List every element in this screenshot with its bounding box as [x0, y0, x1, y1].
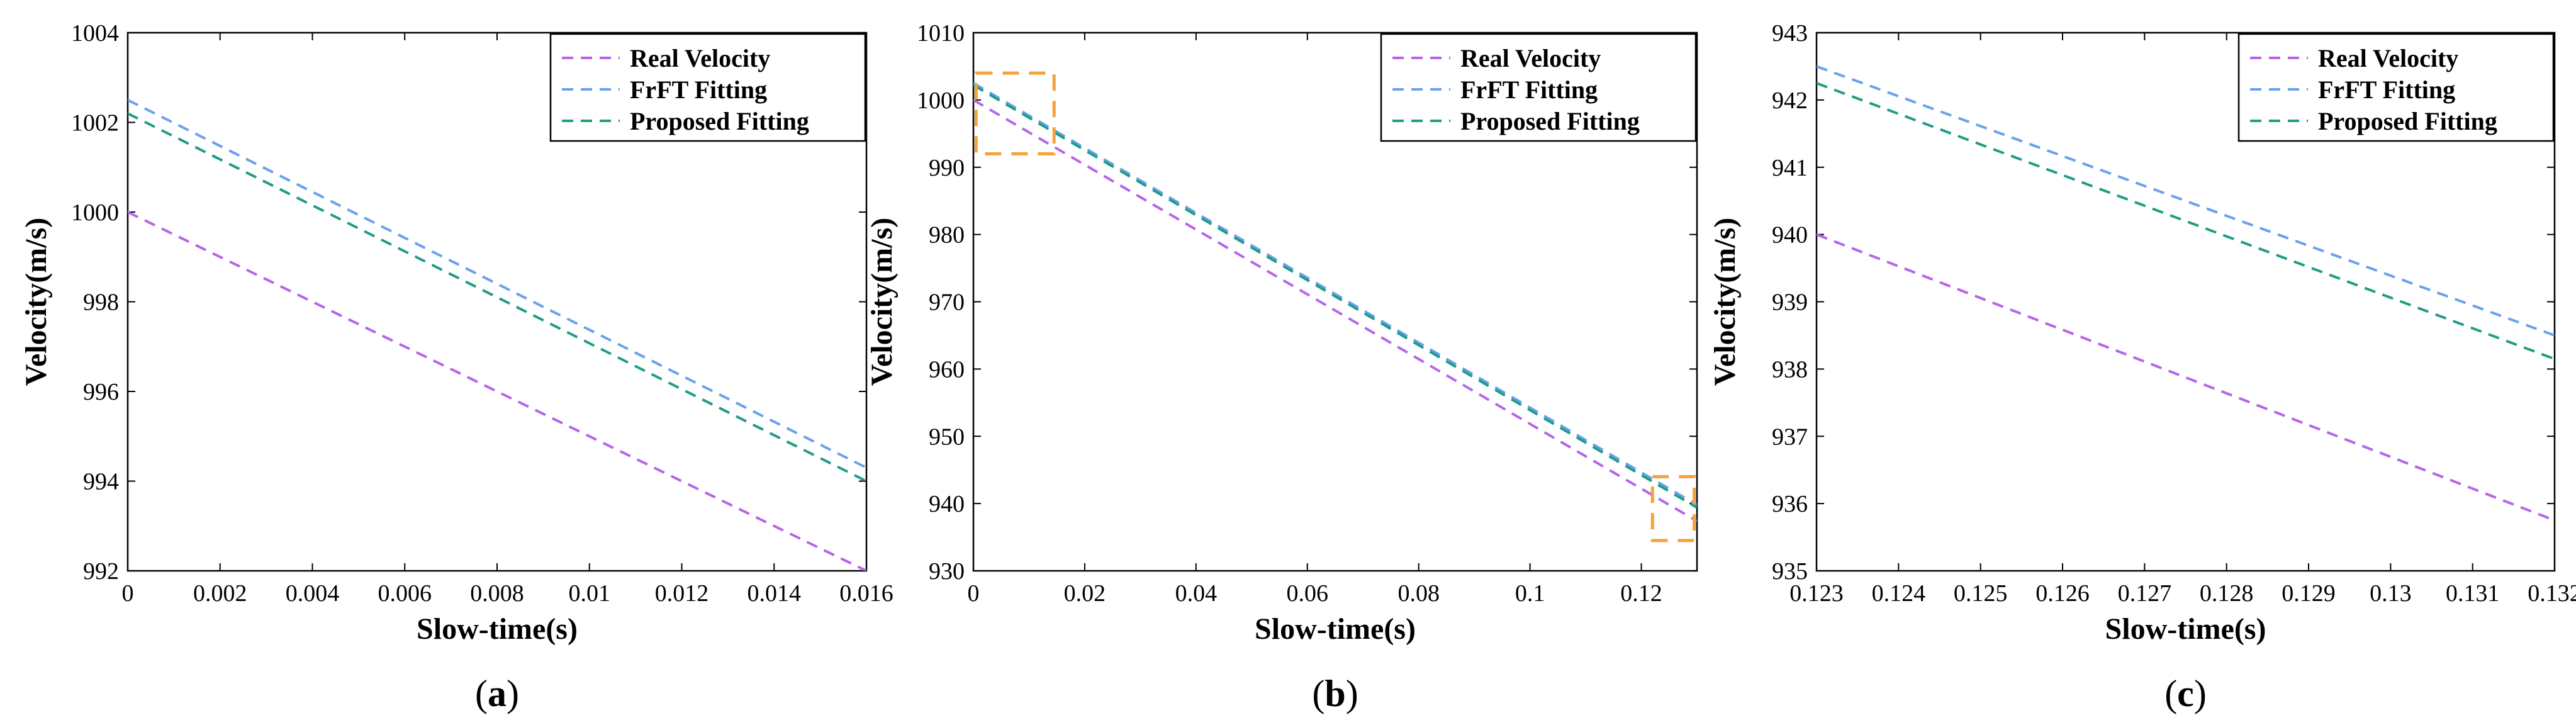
x-axis-label: Slow-time(s): [1255, 612, 1416, 646]
legend-frame: [1380, 33, 1697, 142]
legend: Real Velocity FrFT Fitting Proposed Fittin…: [2237, 33, 2555, 142]
legend-label-frft: FrFT Fitting: [1460, 76, 1598, 104]
series-line-real: [973, 99, 1697, 522]
series-line-frft: [973, 82, 1697, 506]
x-axis-label: Slow-time(s): [417, 612, 578, 646]
x-tick-label: 0.08: [1397, 580, 1440, 607]
x-tick-label: 0.124: [1872, 580, 1926, 607]
legend-label-real: Real Velocity: [630, 44, 770, 72]
panel-label: (b): [1312, 673, 1358, 714]
y-tick-label: 936: [1772, 491, 1808, 517]
y-tick-label: 1000: [71, 200, 119, 226]
x-tick-label: 0.002: [193, 580, 247, 607]
y-tick-label: 940: [929, 491, 965, 517]
x-tick-label: 0.132: [2528, 580, 2576, 607]
y-tick-label: 998: [83, 289, 119, 316]
plot-area: [973, 82, 1697, 522]
x-tick-label: 0.01: [569, 580, 611, 607]
y-tick-label: 994: [83, 469, 119, 495]
y-tick-label: 942: [1772, 87, 1808, 114]
x-tick-label: 0.129: [2282, 580, 2336, 607]
y-tick-label: 1002: [71, 110, 119, 137]
legend-label-real: Real Velocity: [1460, 44, 1601, 72]
x-tick-label: 0.131: [2446, 580, 2500, 607]
x-tick-label: 0.125: [1954, 580, 2008, 607]
series-line-proposed: [973, 84, 1697, 509]
legend-frame: [549, 33, 866, 142]
x-tick-label: 0: [122, 580, 134, 607]
series-line-proposed: [128, 112, 866, 483]
zoom-region-box: [974, 71, 1056, 155]
legend: Real Velocity FrFT Fitting Proposed Fittin…: [549, 33, 866, 142]
x-tick-label: 0.014: [748, 580, 802, 607]
y-tick-label: 992: [83, 558, 119, 585]
y-axis-label: Velocity(m/s): [865, 218, 899, 386]
x-tick-label: 0.06: [1287, 580, 1329, 607]
x-tick-label: 0.008: [470, 580, 524, 607]
y-tick-label: 938: [1772, 356, 1808, 383]
x-axis-label: Slow-time(s): [2105, 612, 2266, 646]
y-tick-label: 1004: [71, 20, 119, 47]
y-tick-label: 937: [1772, 424, 1808, 450]
panel-label: (c): [2164, 673, 2207, 714]
x-tick-label: 0.006: [378, 580, 432, 607]
legend-frame: [2237, 33, 2555, 142]
y-axis-label: Velocity(m/s): [20, 218, 53, 386]
y-tick-label: 980: [929, 222, 965, 249]
legend-label-proposed: Proposed Fitting: [630, 107, 809, 135]
legend-label-frft: FrFT Fitting: [630, 76, 767, 104]
series-line-real: [128, 211, 866, 571]
legend-label-proposed: Proposed Fitting: [1460, 107, 1640, 135]
legend-label-real: Real Velocity: [2318, 44, 2458, 72]
legend: Real Velocity FrFT Fitting Proposed Fittin…: [1380, 33, 1697, 142]
y-tick-label: 996: [83, 379, 119, 405]
y-tick-label: 943: [1772, 20, 1808, 47]
y-tick-label: 990: [929, 155, 965, 181]
x-tick-label: 0.13: [2370, 580, 2412, 607]
y-tick-label: 1010: [917, 20, 965, 47]
x-tick-label: 0.12: [1620, 580, 1662, 607]
y-tick-label: 950: [929, 424, 965, 450]
y-tick-label: 940: [1772, 222, 1808, 249]
x-tick-label: 0.004: [286, 580, 340, 607]
plot-area: [128, 99, 866, 571]
x-tick-label: 0.123: [1789, 580, 1844, 607]
chart-panel-a: 0 0.002 0.004 0.006 0.008 0.01 0.012 0.014 0.016…: [20, 20, 893, 714]
x-tick-label: 0.127: [2118, 580, 2172, 607]
x-tick-label: 0.016: [839, 580, 893, 607]
x-tick-label: 0.1: [1515, 580, 1545, 607]
x-tick-label: 0.012: [655, 580, 709, 607]
y-axis-label: Velocity(m/s): [1708, 218, 1742, 386]
x-tick-label: 0.128: [2200, 580, 2254, 607]
y-tick-label: 941: [1772, 155, 1808, 181]
legend-label-frft: FrFT Fitting: [2318, 76, 2455, 104]
series-line-frft: [128, 99, 866, 469]
y-tick-label: 939: [1772, 289, 1808, 316]
y-tick-label: 930: [929, 558, 965, 585]
y-tick-label: 935: [1772, 558, 1808, 585]
chart-panel-c: 0.123 0.124 0.125 0.126 0.127 0.128 0.129 0.13 0…: [1708, 20, 2576, 714]
x-tick-label: 0: [968, 580, 980, 607]
y-tick-label: 1000: [917, 87, 965, 114]
chart-panel-b: 0 0.02 0.04 0.06 0.08 0.1 0.12 930 940 950 960 970 9…: [865, 20, 1698, 714]
x-tick-label: 0.02: [1064, 580, 1106, 607]
legend-label-proposed: Proposed Fitting: [2318, 107, 2497, 135]
y-tick-label: 960: [929, 356, 965, 383]
y-tick-label: 970: [929, 289, 965, 316]
x-tick-label: 0.04: [1175, 580, 1218, 607]
panel-label: (a): [475, 673, 519, 714]
x-tick-label: 0.126: [2036, 580, 2090, 607]
